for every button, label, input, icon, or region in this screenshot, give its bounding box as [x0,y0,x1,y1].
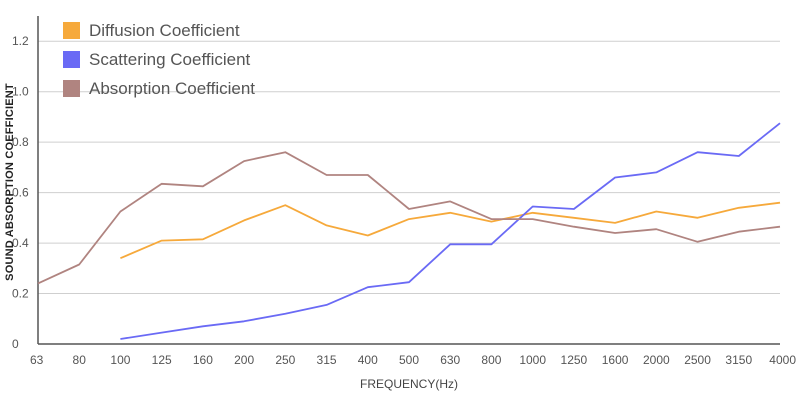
x-tick-label: 630 [440,353,460,367]
x-tick-label: 1250 [561,353,588,367]
x-tick-label: 400 [358,353,378,367]
plot-frame [37,16,780,345]
y-tick-labels: 0 0.2 0.4 0.6 0.8 1.0 1.2 [12,34,29,351]
legend-label-2: Absorption Coefficient [89,79,255,98]
grid-lines [38,40,780,295]
x-axis-title: FREQUENCY(Hz) [360,377,458,391]
legend-swatch-1 [63,51,80,68]
y-tick-label: 0 [12,337,19,351]
y-tick-label: 0.4 [12,236,29,250]
y-tick-label: 1.2 [12,34,29,48]
x-tick-label: 2000 [643,353,670,367]
x-tick-label: 1000 [519,353,546,367]
y-tick-label: 1.0 [12,85,29,99]
series-line-2 [37,151,781,285]
x-tick-label: 160 [193,353,213,367]
x-tick-label: 100 [110,353,130,367]
x-tick-label: 3150 [725,353,752,367]
x-tick-label: 125 [152,353,172,367]
series-lines [37,122,781,340]
x-tick-label: 315 [317,353,337,367]
y-tick-label: 0.2 [12,287,29,301]
x-tick-label: 80 [73,353,87,367]
legend-swatch-0 [63,22,80,39]
x-tick-label: 2500 [684,353,711,367]
y-tick-label: 0.6 [12,186,29,200]
x-tick-label: 250 [275,353,295,367]
series-line-0 [120,201,781,260]
legend-label-1: Scattering Coefficient [89,50,251,69]
x-tick-label: 4000 [769,353,796,367]
x-tick-label: 500 [399,353,419,367]
x-tick-label: 200 [234,353,254,367]
legend: Diffusion Coefficient Scattering Coeffici… [63,21,255,98]
series-line-1 [120,122,781,340]
y-axis-title: SOUND ABSORPTION COEFFICIENT [4,83,16,281]
legend-label-0: Diffusion Coefficient [89,21,240,40]
x-tick-label: 63 [30,353,44,367]
legend-swatch-2 [63,80,80,97]
x-tick-label: 1600 [602,353,629,367]
x-tick-label: 800 [481,353,501,367]
y-tick-label: 0.8 [12,135,29,149]
x-tick-labels: 63 80 100 125 160 200 250 315 400 500 630 800 1000 12… [30,353,796,367]
